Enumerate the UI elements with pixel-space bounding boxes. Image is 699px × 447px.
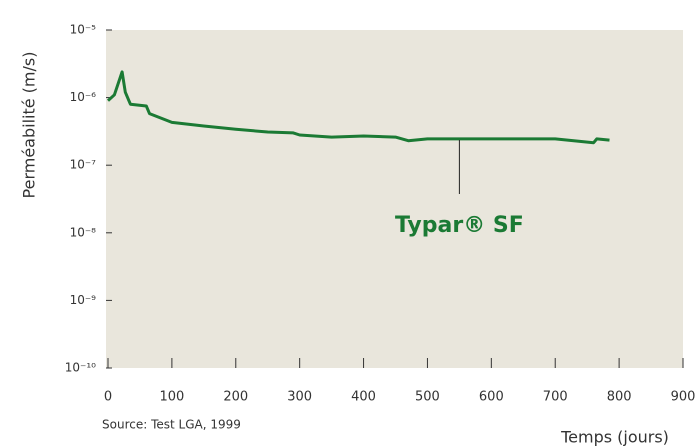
x-tick-label: 600 — [479, 390, 504, 405]
y-tick-label: 10⁻⁸ — [70, 225, 97, 239]
x-tick-label: 300 — [287, 390, 312, 405]
x-tick-label: 900 — [671, 390, 696, 405]
annotation: Typar® SF — [395, 213, 524, 238]
x-axis-label: Temps (jours) — [560, 428, 669, 447]
y-tick-label: 10⁻⁵ — [70, 23, 97, 37]
y-tick-label: 10⁻¹⁰ — [65, 361, 96, 375]
source: Source: Test LGA, 1999 — [102, 418, 241, 432]
y-axis-label: Perméabilité (m/s) — [20, 52, 39, 199]
x-tick-label: 700 — [543, 390, 568, 405]
x-tick-label: 800 — [607, 390, 632, 405]
x-tick-label: 100 — [159, 390, 184, 405]
x-tick-label: 0 — [104, 390, 112, 405]
y-tick-label: 10⁻⁷ — [70, 158, 97, 172]
y-tick-label: 10⁻⁹ — [70, 293, 97, 307]
x-tick-label: 200 — [223, 390, 248, 405]
data-line — [106, 70, 610, 145]
x-tick-label: 500 — [415, 390, 440, 405]
plot-area — [106, 30, 683, 368]
y-tick-label: 10⁻⁶ — [70, 90, 97, 104]
x-tick-label: 400 — [351, 390, 376, 405]
